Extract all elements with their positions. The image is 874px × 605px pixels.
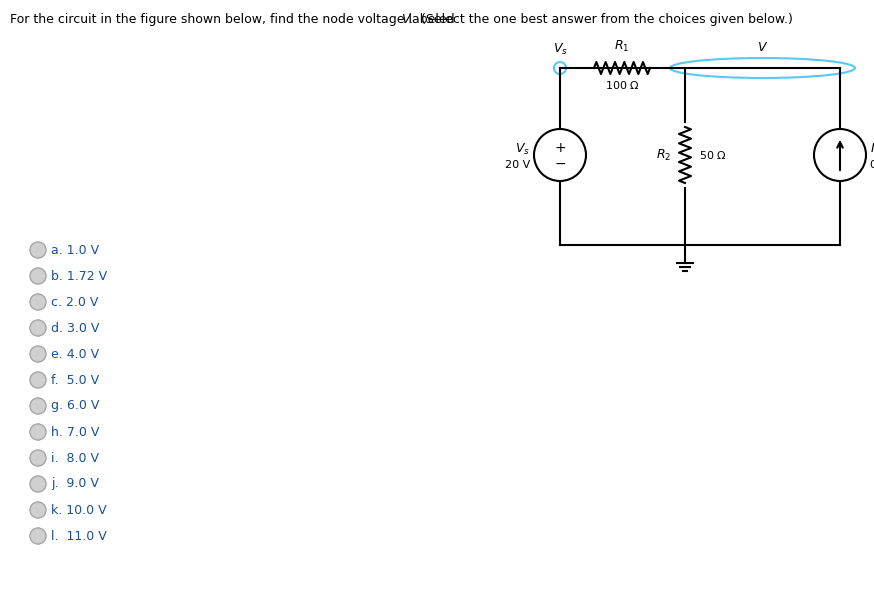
Text: $V_s$: $V_s$	[552, 42, 567, 57]
Text: 100 $\Omega$: 100 $\Omega$	[605, 79, 640, 91]
Circle shape	[30, 502, 46, 518]
Text: b. 1.72 V: b. 1.72 V	[51, 269, 108, 283]
Text: l.  11.0 V: l. 11.0 V	[51, 529, 107, 543]
Circle shape	[30, 528, 46, 544]
Circle shape	[30, 450, 46, 466]
Text: $V_s$: $V_s$	[515, 142, 530, 157]
Text: j.  9.0 V: j. 9.0 V	[51, 477, 99, 491]
Text: g. 6.0 V: g. 6.0 V	[51, 399, 100, 413]
Circle shape	[30, 268, 46, 284]
Text: k. 10.0 V: k. 10.0 V	[51, 503, 107, 517]
Circle shape	[30, 346, 46, 362]
Circle shape	[30, 242, 46, 258]
Text: $I_s$: $I_s$	[870, 142, 874, 157]
Text: $V$: $V$	[757, 41, 768, 54]
Text: $R_2$: $R_2$	[656, 148, 671, 163]
Text: V: V	[400, 13, 409, 26]
Text: i.  8.0 V: i. 8.0 V	[51, 451, 99, 465]
Text: f.  5.0 V: f. 5.0 V	[51, 373, 99, 387]
Text: 50 $\Omega$: 50 $\Omega$	[699, 149, 726, 161]
Text: −: −	[554, 157, 565, 171]
Circle shape	[30, 424, 46, 440]
Text: h. 7.0 V: h. 7.0 V	[51, 425, 100, 439]
Text: +: +	[554, 141, 565, 155]
Circle shape	[30, 294, 46, 310]
Circle shape	[30, 372, 46, 388]
Text: d. 3.0 V: d. 3.0 V	[51, 321, 100, 335]
Circle shape	[30, 398, 46, 414]
Text: For the circuit in the figure shown below, find the node voltage labeled: For the circuit in the figure shown belo…	[10, 13, 459, 26]
Text: c. 2.0 V: c. 2.0 V	[51, 295, 99, 309]
Text: .  (Select the one best answer from the choices given below.): . (Select the one best answer from the c…	[408, 13, 793, 26]
Text: $R_1$: $R_1$	[614, 39, 629, 54]
Text: a. 1.0 V: a. 1.0 V	[51, 243, 99, 257]
Text: 0.1 A: 0.1 A	[870, 160, 874, 170]
Circle shape	[30, 476, 46, 492]
Circle shape	[30, 320, 46, 336]
Text: 20 V: 20 V	[505, 160, 530, 170]
Text: e. 4.0 V: e. 4.0 V	[51, 347, 99, 361]
